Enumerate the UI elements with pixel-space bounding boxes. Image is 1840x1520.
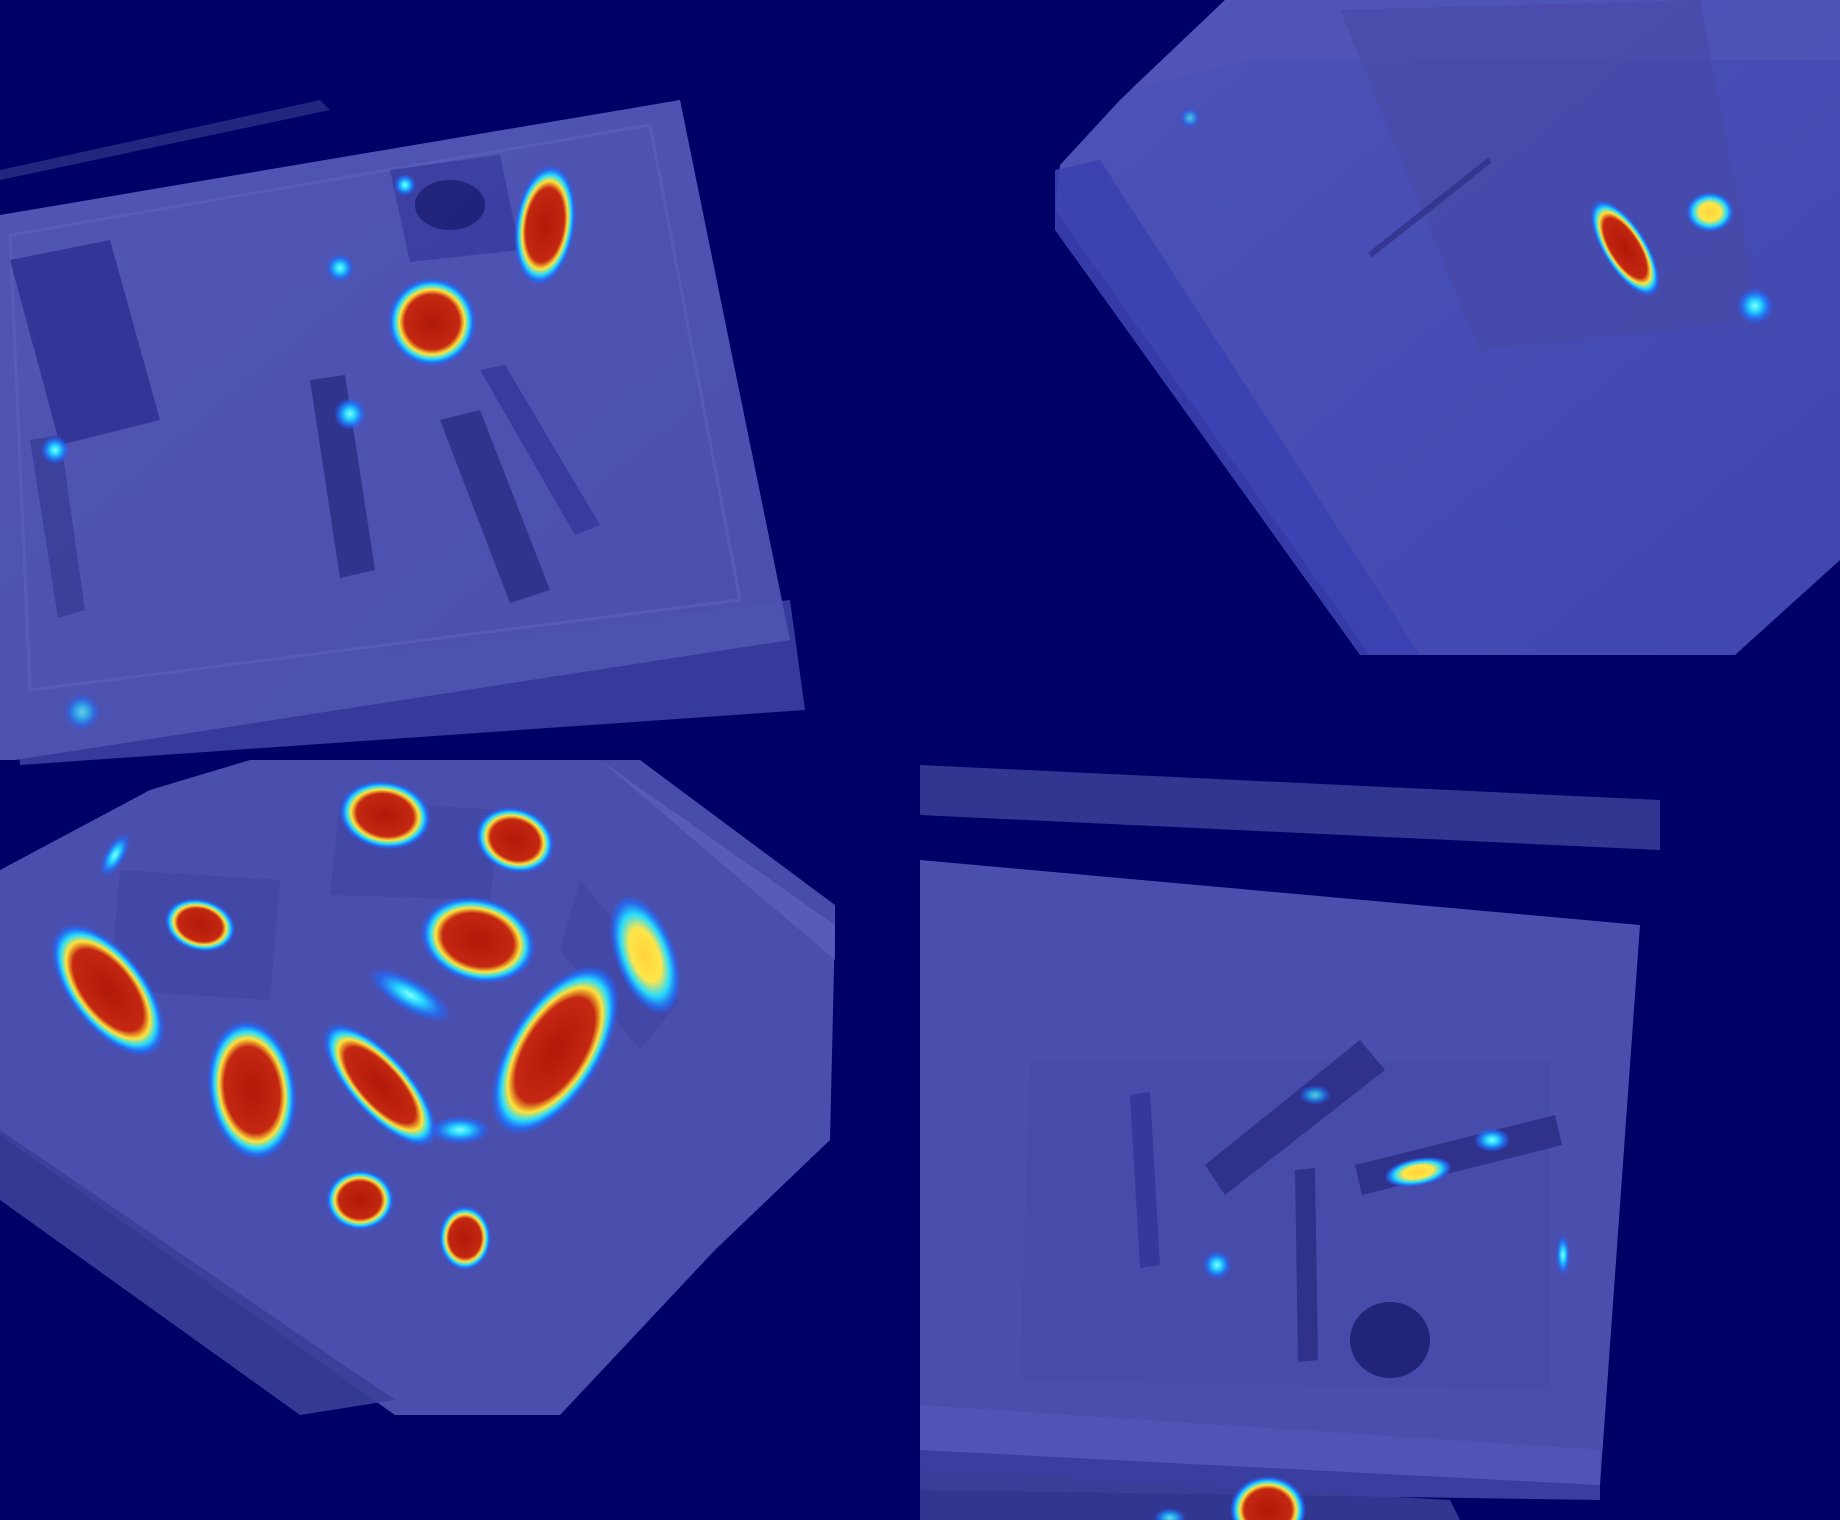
- tool-bar: [1295, 1168, 1318, 1362]
- heat-blob: [609, 895, 681, 1015]
- heat-blob: [491, 965, 619, 1135]
- heat-spot: [369, 968, 451, 1022]
- heat-blob: [1590, 199, 1660, 297]
- heat-blob: [207, 1020, 297, 1160]
- heat-blob: [1230, 1476, 1306, 1520]
- heat-spot: [1154, 1508, 1186, 1520]
- panel-top-right: [1055, 0, 1840, 655]
- tool-bar: [30, 435, 85, 618]
- heat-spot: [326, 254, 354, 282]
- tool-bar: [440, 410, 550, 603]
- heat-spot: [41, 436, 69, 464]
- heat-blob: [326, 1170, 394, 1230]
- heat-spot: [394, 174, 416, 196]
- panel-bottom-right: [920, 765, 1660, 1520]
- heat-spot: [1737, 288, 1773, 324]
- heat-blob: [323, 1023, 437, 1147]
- heat-blob: [388, 278, 476, 366]
- heat-spot: [64, 694, 100, 730]
- panel-bottom-left: [0, 760, 835, 1415]
- heat-blob: [1686, 192, 1734, 232]
- heat-blob: [514, 165, 576, 285]
- heat-spot: [1474, 1128, 1510, 1152]
- dark-object: [1350, 1302, 1430, 1378]
- heat-spot: [100, 833, 130, 877]
- tray-surface: [0, 100, 790, 760]
- heat-blob: [475, 806, 555, 874]
- heat-spot: [1299, 1085, 1331, 1105]
- heat-blob: [420, 896, 536, 984]
- tool-bar: [1205, 1040, 1385, 1195]
- dark-compartment: [10, 240, 160, 445]
- heat-spot: [1203, 1251, 1231, 1279]
- heat-blob: [339, 780, 431, 850]
- panel-top-left: [0, 100, 805, 765]
- heat-blob: [164, 898, 236, 952]
- tool-bar: [480, 365, 600, 535]
- tool-bar: [310, 375, 375, 578]
- heat-spot: [1556, 1235, 1570, 1275]
- heat-blob: [51, 924, 165, 1056]
- heat-blob: [439, 1206, 491, 1270]
- heat-spot: [430, 1116, 490, 1144]
- tool-bar: [1130, 1092, 1160, 1268]
- heat-blob: [1384, 1157, 1452, 1187]
- heat-spot: [334, 398, 366, 430]
- heat-spot: [1180, 108, 1200, 128]
